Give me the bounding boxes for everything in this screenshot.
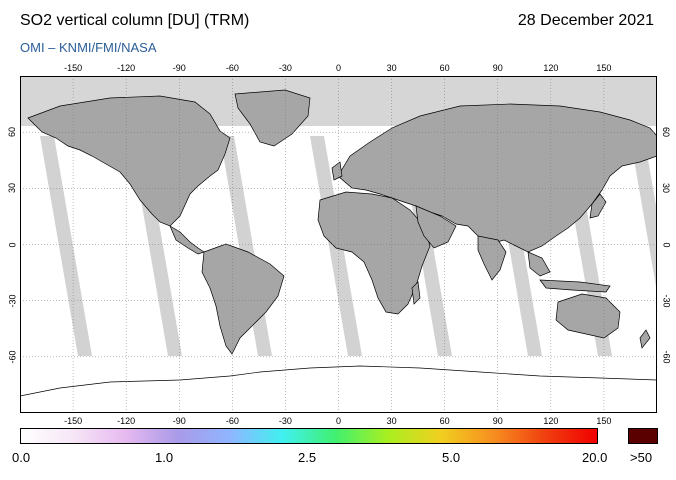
swath-gap-band	[40, 136, 92, 356]
colorbar	[20, 428, 598, 444]
so2-world-map	[20, 76, 657, 413]
lat-tick-left: -30	[7, 294, 18, 308]
lon-tick-top: 30	[386, 63, 397, 73]
colorbar-label-5: >50	[630, 450, 653, 465]
date-label: 28 December 2021	[517, 12, 654, 29]
lon-tick-top: -150	[64, 63, 83, 73]
india	[477, 235, 507, 281]
lat-tick-right: 30	[661, 183, 672, 194]
graticule	[20, 76, 657, 413]
arabia	[415, 205, 457, 249]
lon-tick-top: 0	[336, 63, 342, 73]
colorbar-label-3: 5.0	[442, 450, 461, 465]
lat-tick-right: 0	[661, 241, 672, 248]
southeast-asia	[527, 251, 551, 277]
colorbar-label-0: 0.0	[12, 450, 31, 465]
greenland	[234, 89, 311, 147]
lon-tick-bottom: -30	[278, 416, 292, 426]
colorbar-label-1: 1.0	[155, 450, 174, 465]
lat-tick-left: 0	[7, 241, 18, 248]
lat-tick-right: -30	[661, 294, 672, 308]
colorbar-label-2: 2.5	[298, 450, 317, 465]
uk	[331, 161, 343, 181]
colorbar-label-4: 20.0	[582, 450, 608, 465]
madagascar	[411, 281, 421, 305]
lon-tick-top: 150	[596, 63, 612, 73]
swath-gap-band	[630, 136, 657, 293]
lon-tick-top: -120	[117, 63, 136, 73]
credit-label: OMI – KNMI/FMI/NASA	[20, 40, 157, 55]
lon-tick-bottom: -150	[64, 416, 83, 426]
south-america	[201, 243, 285, 355]
lat-tick-left: -60	[7, 350, 18, 364]
lon-tick-bottom: 150	[596, 416, 612, 426]
africa	[317, 191, 431, 315]
lon-tick-bottom: 90	[492, 416, 503, 426]
lat-tick-right: 60	[661, 127, 672, 138]
lon-tick-top: 120	[543, 63, 559, 73]
antarctica	[20, 365, 657, 413]
lon-tick-bottom: 0	[336, 416, 342, 426]
lon-tick-bottom: 60	[439, 416, 450, 426]
lon-tick-bottom: 30	[386, 416, 397, 426]
lon-tick-bottom: 120	[543, 416, 559, 426]
lat-tick-right: -60	[661, 350, 672, 364]
lon-tick-top: -90	[172, 63, 186, 73]
lon-tick-top: 90	[492, 63, 503, 73]
lon-tick-top: -30	[278, 63, 292, 73]
lat-tick-left: 30	[7, 183, 18, 194]
lon-tick-top: -60	[225, 63, 239, 73]
map-frame	[20, 76, 657, 413]
map-title: SO2 vertical column [DU] (TRM)	[20, 12, 250, 29]
lon-tick-bottom: -90	[172, 416, 186, 426]
lat-tick-left: 60	[7, 127, 18, 138]
indonesia	[539, 279, 611, 293]
lon-tick-top: 60	[439, 63, 450, 73]
lon-tick-bottom: -60	[225, 416, 239, 426]
new-zealand	[639, 329, 651, 349]
colorbar-overflow-swatch	[628, 428, 658, 444]
lon-tick-bottom: -120	[117, 416, 136, 426]
japan	[589, 193, 607, 219]
